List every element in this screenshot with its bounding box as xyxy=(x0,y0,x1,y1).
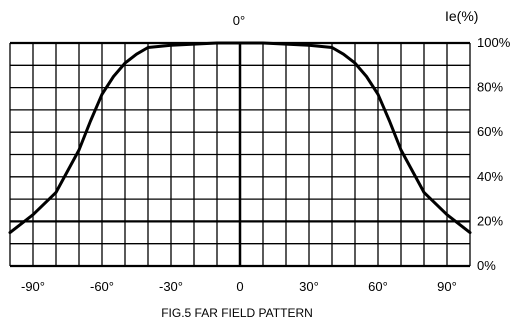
center-angle-label: 0° xyxy=(233,13,245,28)
x-tick-label: -90° xyxy=(21,279,45,294)
y-tick-label: 100% xyxy=(477,35,511,50)
y-tick-label: 20% xyxy=(477,213,503,228)
chart-caption: FIG.5 FAR FIELD PATTERN xyxy=(161,306,313,320)
series-lines xyxy=(8,41,472,235)
x-tick-label: 60° xyxy=(368,279,388,294)
x-tick-label: 0 xyxy=(236,279,243,294)
y-tick-label: 80% xyxy=(477,80,503,95)
y-tick-label: 40% xyxy=(477,169,503,184)
y-tick-label: 0% xyxy=(477,258,496,273)
x-tick-label: -30° xyxy=(159,279,183,294)
x-tick-label: 30° xyxy=(299,279,319,294)
y-axis-title: Ie(%) xyxy=(445,8,478,24)
grid xyxy=(9,41,471,268)
x-tick-label: 90° xyxy=(437,279,457,294)
labels: Ie(%) 0° FIG.5 FAR FIELD PATTERN -90° -60… xyxy=(21,8,511,320)
y-tick-label: 60% xyxy=(477,124,503,139)
series-line-0 xyxy=(8,41,472,235)
x-tick-label: -60° xyxy=(90,279,114,294)
